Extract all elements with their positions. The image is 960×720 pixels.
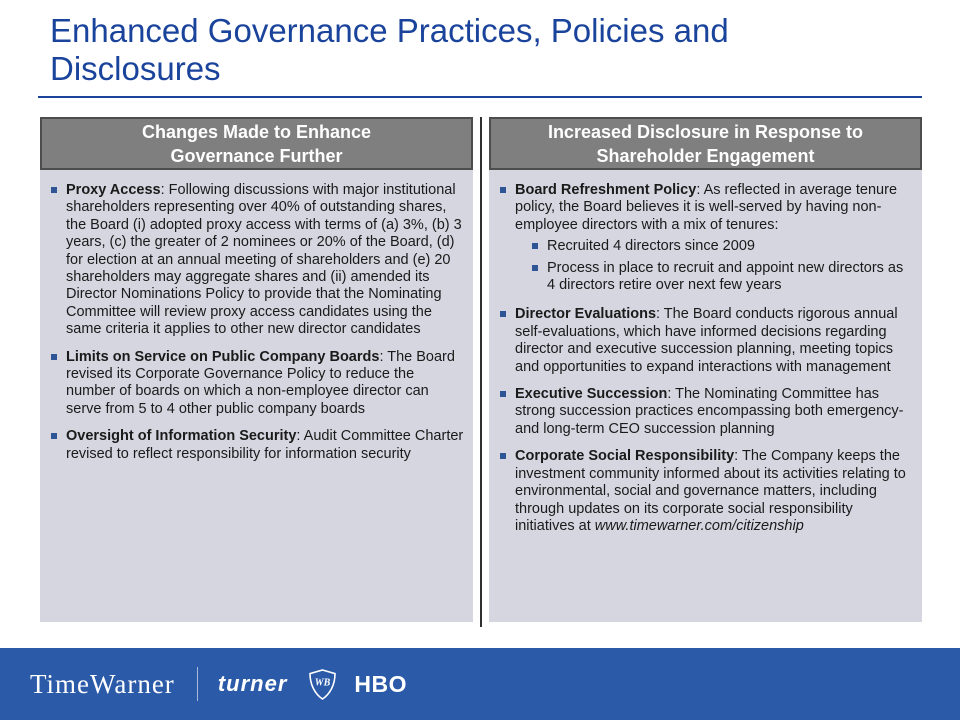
- sub-bullet-item: Process in place to recruit and appoint …: [531, 260, 914, 295]
- bullet-lead: Corporate Social Responsibility: [515, 448, 735, 465]
- bullet-text: Corporate Social Responsibility: The Com…: [515, 448, 906, 534]
- bullet-text: Executive Succession: The Nominating Com…: [515, 386, 904, 437]
- citizenship-url: www.timewarner.com/citizenship: [594, 517, 804, 534]
- bullet-text: Director Evaluations: The Board conducts…: [515, 306, 898, 375]
- bullet-square-icon: [500, 187, 506, 193]
- left-panel-body: Proxy Access: Following discussions with…: [40, 170, 473, 622]
- bullet-square-icon: [500, 311, 506, 318]
- bullet-text: Limits on Service on Public Company Boar…: [66, 348, 455, 417]
- right-panel-header-label: Increased Disclosure in Response to Shar…: [547, 121, 864, 166]
- sub-bullet-text: Recruited 4 directors since 2009: [547, 238, 755, 255]
- left-panel: Changes Made to Enhance Governance Furth…: [40, 117, 473, 622]
- footer-bar: TimeWarner turner WB HBO 11: [0, 648, 960, 720]
- bullet-lead: Board Refreshment Policy: [515, 182, 697, 198]
- bullet-item: Executive Succession: The Nominating Com…: [499, 386, 914, 438]
- bullet-text: Oversight of Information Security: Audit…: [66, 428, 464, 462]
- title-underline: [38, 96, 922, 98]
- right-panel: Increased Disclosure in Response to Shar…: [489, 117, 922, 622]
- bullet-lead: Executive Succession: [515, 386, 668, 403]
- right-panel-header: Increased Disclosure in Response to Shar…: [489, 117, 922, 170]
- bullet-group: Board Refreshment Policy: As reflected i…: [499, 182, 914, 294]
- bullet-square-icon: [500, 391, 506, 398]
- bullet-square-icon: [532, 264, 538, 271]
- right-panel-body: Board Refreshment Policy: As reflected i…: [489, 170, 922, 622]
- hbo-logo: HBO: [354, 670, 407, 697]
- bullet-item: Director Evaluations: The Board conducts…: [499, 306, 914, 376]
- column-divider: [480, 117, 482, 627]
- timewarner-logo: TimeWarner: [30, 668, 175, 699]
- bullet-lead: Director Evaluations: [515, 306, 657, 323]
- bullet-square-icon: [51, 433, 57, 440]
- bullet-square-icon: [500, 453, 506, 460]
- bullet-square-icon: [532, 243, 538, 250]
- bullet-item: Proxy Access: Following discussions with…: [50, 182, 465, 339]
- bullet-lead: Oversight of Information Security: [66, 428, 297, 445]
- bullet-item: Oversight of Information Security: Audit…: [50, 428, 465, 463]
- turner-logo: turner: [217, 671, 288, 696]
- bullet-square-icon: [51, 353, 57, 360]
- bullet-square-icon: [51, 187, 57, 193]
- wb-shield-icon: WB: [309, 668, 337, 700]
- bullet-item: Limits on Service on Public Company Boar…: [50, 349, 465, 419]
- wb-monogram: WB: [315, 677, 331, 688]
- footer-logo-divider: [196, 667, 198, 701]
- footer-logo-row: TimeWarner turner WB HBO: [30, 648, 407, 720]
- bullet-item: Board Refreshment Policy: As reflected i…: [499, 182, 914, 234]
- sub-bullet-text: Process in place to recruit and appoint …: [547, 259, 904, 294]
- bullet-item: Corporate Social Responsibility: The Com…: [499, 448, 914, 535]
- bullet-lead: Proxy Access: [66, 182, 161, 198]
- page-title: Enhanced Governance Practices, Policies …: [50, 12, 729, 87]
- sub-bullet-item: Recruited 4 directors since 2009: [531, 238, 914, 255]
- bullet-text: Board Refreshment Policy: As reflected i…: [515, 182, 898, 233]
- bullet-lead: Limits on Service on Public Company Boar…: [66, 348, 380, 365]
- left-panel-header-label: Changes Made to Enhance Governance Furth…: [141, 121, 372, 166]
- bullet-text: Proxy Access: Following discussions with…: [66, 182, 462, 338]
- left-panel-header: Changes Made to Enhance Governance Furth…: [40, 117, 473, 170]
